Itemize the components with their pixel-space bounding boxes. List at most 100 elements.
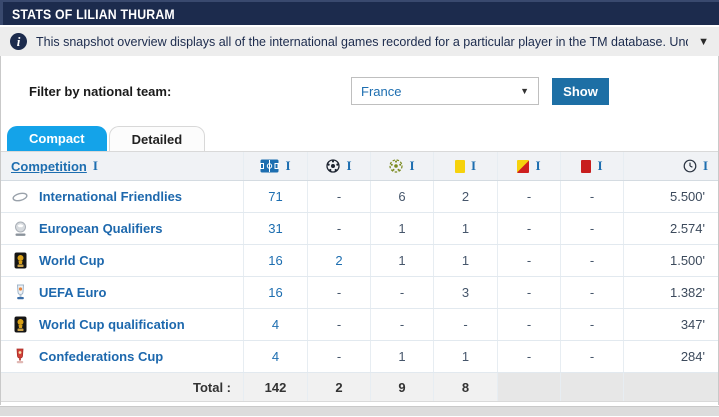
second-yellow-cards-column-header[interactable]	[497, 152, 560, 180]
select-arrow-icon: ▼	[520, 86, 529, 96]
yellow-card-icon	[454, 159, 465, 173]
goals-value[interactable]: 2	[307, 245, 370, 276]
second-yellow-value: -	[497, 277, 560, 308]
yellow-cards-value: 1	[433, 213, 497, 244]
info-bar: i This snapshot overview displays all of…	[0, 27, 719, 56]
total-assists: 9	[370, 373, 433, 401]
sort-icon[interactable]	[535, 158, 540, 174]
yellow-cards-value: 2	[433, 181, 497, 212]
sort-icon[interactable]	[93, 158, 98, 174]
total-minutes	[623, 373, 718, 401]
red-cards-column-header[interactable]	[560, 152, 623, 180]
pitch-icon	[260, 159, 279, 173]
minutes-value: 2.574'	[623, 213, 718, 244]
competition-header-link[interactable]: Competition	[11, 158, 87, 174]
national-team-select[interactable]: France ▼	[351, 77, 539, 105]
selected-team: France	[361, 83, 402, 99]
yellow-cards-value: -	[433, 309, 497, 340]
sort-icon[interactable]	[285, 158, 290, 174]
tab-compact[interactable]: Compact	[7, 126, 107, 151]
goals-value[interactable]: -	[307, 277, 370, 308]
tab-bar: Compact Detailed	[1, 126, 718, 151]
yellow-cards-value: 1	[433, 245, 497, 276]
assists-value: 1	[370, 245, 433, 276]
assists-value: 1	[370, 213, 433, 244]
total-yellow-cards: 8	[433, 373, 497, 401]
red-cards-value: -	[560, 277, 623, 308]
table-row: Confederations Cup 4 - 1 1 - - 284'	[1, 341, 718, 373]
minutes-value: 5.500'	[623, 181, 718, 212]
tab-detailed[interactable]: Detailed	[108, 126, 206, 151]
clock-icon	[683, 159, 697, 173]
minutes-value: 284'	[623, 341, 718, 372]
red-cards-value: -	[560, 309, 623, 340]
matches-value[interactable]: 31	[243, 213, 307, 244]
sort-icon[interactable]	[346, 158, 351, 174]
total-red-cards	[560, 373, 623, 401]
uefa-euro-trophy-icon	[9, 284, 31, 301]
matches-value[interactable]: 4	[243, 341, 307, 372]
show-button[interactable]: Show	[552, 77, 609, 105]
competition-link[interactable]: European Qualifiers	[39, 221, 163, 236]
matches-value[interactable]: 4	[243, 309, 307, 340]
red-cards-value: -	[560, 341, 623, 372]
sort-icon[interactable]	[471, 158, 476, 174]
assists-column-header[interactable]	[370, 152, 433, 180]
confederations-cup-icon	[9, 348, 31, 365]
red-card-icon	[581, 159, 592, 173]
info-text: This snapshot overview displays all of t…	[36, 34, 688, 49]
yellow-cards-value: 3	[433, 277, 497, 308]
total-label: Total :	[192, 379, 231, 395]
football-icon-black	[326, 159, 341, 173]
minutes-value: 347'	[623, 309, 718, 340]
info-icon: i	[10, 33, 27, 50]
matches-value[interactable]: 16	[243, 277, 307, 308]
international-friendlies-icon	[9, 191, 31, 203]
red-cards-value: -	[560, 181, 623, 212]
table-row: European Qualifiers 31 - 1 1 - - 2.574'	[1, 213, 718, 245]
matches-value[interactable]: 16	[243, 245, 307, 276]
total-goals: 2	[307, 373, 370, 401]
european-qualifiers-icon	[9, 221, 31, 237]
competition-link[interactable]: International Friendlies	[39, 189, 183, 204]
table-row: World Cup qualification 4 - - - - - 347'	[1, 309, 718, 341]
assists-value: -	[370, 277, 433, 308]
second-yellow-value: -	[497, 213, 560, 244]
goals-value[interactable]: -	[307, 213, 370, 244]
matches-column-header[interactable]	[243, 152, 307, 180]
table-row: UEFA Euro 16 - - 3 - - 1.382'	[1, 277, 718, 309]
goals-value[interactable]: -	[307, 181, 370, 212]
competition-link[interactable]: Confederations Cup	[39, 349, 164, 364]
second-yellow-value: -	[497, 245, 560, 276]
title-bar: STATS OF LILIAN THURAM	[0, 0, 719, 25]
sort-icon[interactable]	[409, 158, 414, 174]
assists-value: 6	[370, 181, 433, 212]
page-title: STATS OF LILIAN THURAM	[12, 5, 175, 22]
table-row: International Friendlies 71 - 6 2 - - 5.…	[1, 181, 718, 213]
yellow-cards-column-header[interactable]	[433, 152, 497, 180]
stats-table: Competition	[1, 151, 718, 402]
filter-row: Filter by national team: France ▼ Show	[1, 56, 718, 126]
minutes-column-header[interactable]	[623, 152, 718, 180]
goals-column-header[interactable]	[307, 152, 370, 180]
competition-link[interactable]: World Cup qualification	[39, 317, 185, 332]
goals-value[interactable]: -	[307, 341, 370, 372]
sort-icon[interactable]	[703, 158, 708, 174]
assists-value: 1	[370, 341, 433, 372]
competition-link[interactable]: World Cup	[39, 253, 105, 268]
assists-value: -	[370, 309, 433, 340]
minutes-value: 1.500'	[623, 245, 718, 276]
red-cards-value: -	[560, 213, 623, 244]
chevron-down-icon[interactable]: ▼	[698, 35, 709, 48]
yellow-red-card-icon	[517, 159, 530, 173]
total-row: Total : 142 2 9 8	[1, 373, 718, 402]
goals-value[interactable]: -	[307, 309, 370, 340]
second-yellow-value: -	[497, 341, 560, 372]
filter-label: Filter by national team:	[29, 83, 172, 99]
sort-icon[interactable]	[597, 158, 602, 174]
competition-link[interactable]: UEFA Euro	[39, 285, 107, 300]
world-cup-qualification-icon	[9, 316, 31, 333]
matches-value[interactable]: 71	[243, 181, 307, 212]
content-box: Filter by national team: France ▼ Show C…	[0, 56, 719, 405]
